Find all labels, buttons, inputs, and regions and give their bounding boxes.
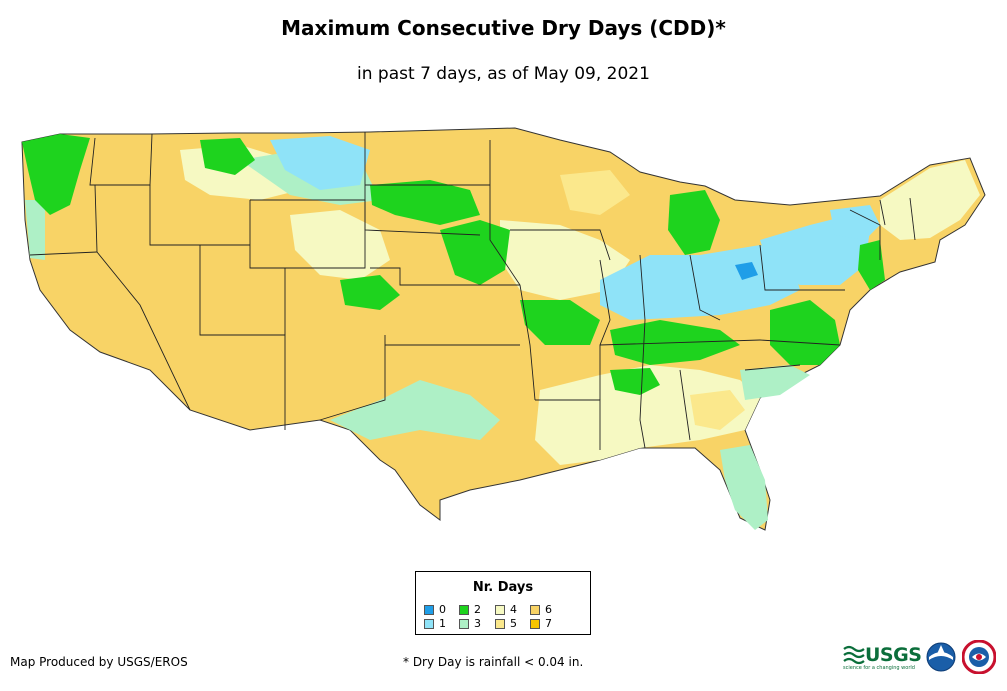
region-3-days-texas bbox=[330, 380, 500, 440]
region-2-days-kansas bbox=[340, 275, 400, 310]
region-2-days-missouri bbox=[520, 300, 600, 345]
legend-swatch-2 bbox=[459, 604, 469, 615]
legend-swatch-0 bbox=[424, 604, 434, 615]
legend-item-7: 7 bbox=[530, 617, 552, 630]
region-4-days-southeast bbox=[535, 365, 760, 465]
region-2-days-minnesota bbox=[370, 180, 480, 225]
legend-title: Nr. Days bbox=[472, 580, 534, 595]
legend-label-7: 7 bbox=[545, 617, 552, 630]
state-boundaries bbox=[29, 132, 916, 450]
region-5-days-georgia bbox=[690, 390, 745, 430]
legend-label-1: 1 bbox=[439, 617, 446, 630]
region-2-days-montana bbox=[200, 138, 255, 175]
legend-swatch-6 bbox=[530, 604, 540, 615]
region-0-days-indiana bbox=[735, 262, 758, 280]
legend-item-4: 4 bbox=[495, 603, 517, 616]
region-3-days-florida bbox=[720, 445, 768, 530]
legend-label-0: 0 bbox=[439, 603, 446, 616]
region-2-days-mississippi bbox=[610, 368, 660, 395]
region-2-days-pacific-northwest bbox=[22, 134, 90, 215]
region-4-days-northeast bbox=[880, 160, 980, 240]
region-1-day-new-york bbox=[830, 205, 880, 240]
legend-swatch-3 bbox=[459, 618, 469, 629]
usgs-logo-text: USGS bbox=[865, 644, 922, 666]
legend-item-0: 0 bbox=[424, 603, 446, 616]
legend-item-6: 6 bbox=[530, 603, 552, 616]
legend-item-1: 1 bbox=[424, 617, 446, 630]
region-2-days-nebraska-iowa bbox=[440, 220, 510, 285]
map-credit: Map Produced by USGS/EROS bbox=[10, 655, 188, 669]
nws-logo bbox=[962, 640, 996, 674]
region-1-day-north-dakota bbox=[270, 136, 370, 190]
legend-swatch-1 bbox=[424, 618, 434, 629]
usgs-logo: USGS science for a changing world bbox=[843, 644, 922, 671]
usgs-wave-icon bbox=[843, 645, 865, 665]
legend-label-4: 4 bbox=[510, 603, 517, 616]
region-2-days-michigan bbox=[668, 190, 720, 255]
region-5-days-wisconsin bbox=[560, 170, 630, 215]
legend-swatch-7 bbox=[530, 618, 540, 629]
legend-label-2: 2 bbox=[474, 603, 481, 616]
noaa-logo bbox=[926, 642, 956, 672]
region-4-days-midwest bbox=[500, 220, 630, 300]
legend-label-6: 6 bbox=[545, 603, 552, 616]
legend-swatch-4 bbox=[495, 604, 505, 615]
region-3-days-carolinas bbox=[740, 365, 810, 400]
region-2-days-new-jersey bbox=[858, 240, 885, 290]
region-3-days-west-coast bbox=[25, 200, 45, 260]
legend-label-3: 3 bbox=[474, 617, 481, 630]
legend-item-5: 5 bbox=[495, 617, 517, 630]
legend-label-5: 5 bbox=[510, 617, 517, 630]
usgs-tagline: science for a changing world bbox=[843, 665, 915, 671]
legend-item-2: 2 bbox=[459, 603, 481, 616]
dry-day-footnote: * Dry Day is rainfall < 0.04 in. bbox=[403, 655, 584, 669]
map-title: Maximum Consecutive Dry Days (CDD)* bbox=[281, 16, 726, 40]
region-2-days-virginia bbox=[770, 300, 840, 365]
us-landmass bbox=[21, 127, 986, 531]
legend-swatch-5 bbox=[495, 618, 505, 629]
map-subtitle: in past 7 days, as of May 09, 2021 bbox=[357, 64, 650, 84]
legend-item-3: 3 bbox=[459, 617, 481, 630]
